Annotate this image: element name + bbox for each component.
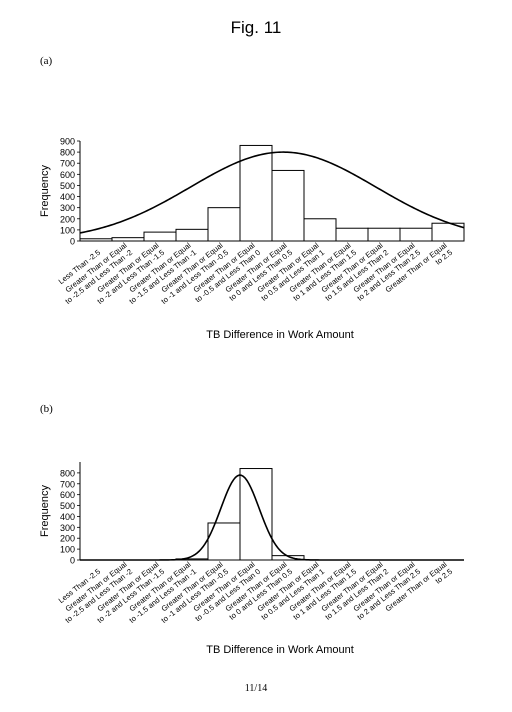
y-tick-label: 800 xyxy=(60,468,75,478)
y-axis-label: Frequency xyxy=(39,485,51,537)
bar xyxy=(208,208,240,241)
y-axis-label: Frequency xyxy=(39,165,51,217)
y-tick-label: 900 xyxy=(60,137,75,147)
bar xyxy=(336,228,368,241)
y-tick-label: 0 xyxy=(70,556,75,566)
y-tick-label: 100 xyxy=(60,225,75,235)
histogram-b: 0100200300400500600700800Less Than -2.5G… xyxy=(0,460,512,665)
y-tick-label: 300 xyxy=(60,203,75,213)
bar xyxy=(272,170,304,241)
bar xyxy=(176,229,208,241)
x-axis-label: TB Difference in Work Amount xyxy=(206,329,354,341)
page-number: 11/14 xyxy=(0,683,512,694)
x-axis-label: TB Difference in Work Amount xyxy=(206,644,354,656)
y-tick-label: 600 xyxy=(60,170,75,180)
y-tick-label: 400 xyxy=(60,512,75,522)
y-tick-label: 700 xyxy=(60,479,75,489)
panel-b-label: (b) xyxy=(40,403,53,415)
bar xyxy=(144,232,176,241)
y-tick-label: 400 xyxy=(60,192,75,202)
y-tick-label: 200 xyxy=(60,534,75,544)
bar xyxy=(240,469,272,560)
y-tick-label: 300 xyxy=(60,523,75,533)
histogram-a: 0100200300400500600700800900Less Than -2… xyxy=(0,130,512,350)
y-tick-label: 600 xyxy=(60,490,75,500)
y-tick-label: 500 xyxy=(60,181,75,191)
bar xyxy=(400,228,432,241)
y-tick-label: 500 xyxy=(60,501,75,511)
y-tick-label: 700 xyxy=(60,159,75,169)
panel-a-label: (a) xyxy=(40,55,52,67)
y-tick-label: 0 xyxy=(70,237,75,247)
bar xyxy=(368,228,400,241)
y-tick-label: 200 xyxy=(60,214,75,224)
y-tick-label: 800 xyxy=(60,148,75,158)
bar xyxy=(304,219,336,241)
y-tick-label: 100 xyxy=(60,545,75,555)
figure-title: Fig. 11 xyxy=(0,18,512,38)
